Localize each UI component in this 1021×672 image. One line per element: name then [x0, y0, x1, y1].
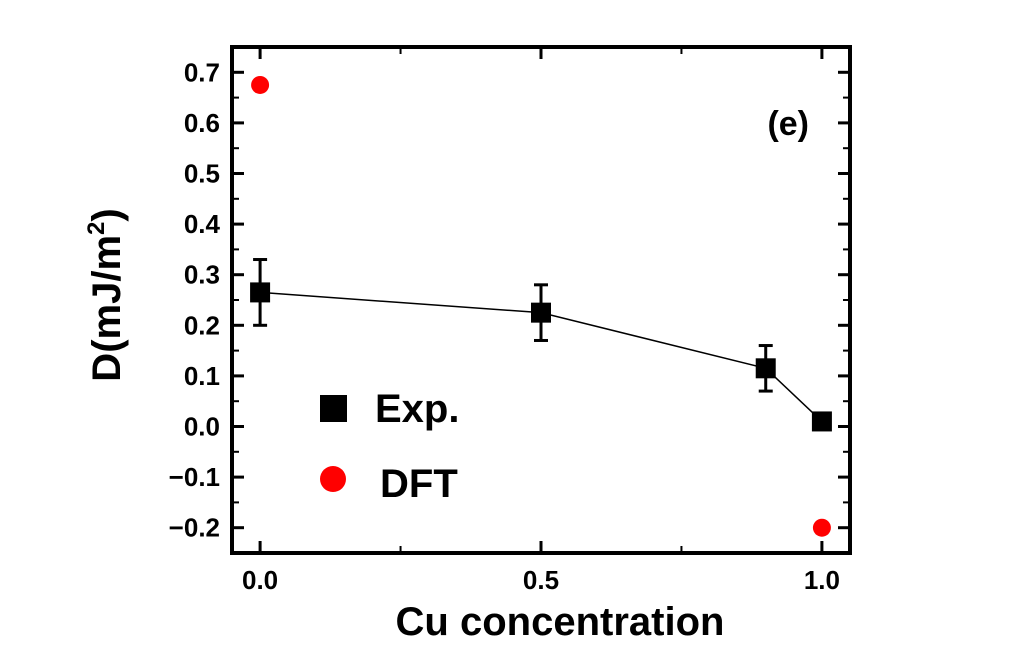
y-axis-title-sup: 2 — [83, 222, 110, 235]
exp-line — [260, 291, 823, 422]
exp-point — [755, 358, 776, 379]
x-tick-label: 0.0 — [242, 565, 278, 595]
exp-point — [531, 302, 551, 323]
x-axis-title: Cu concentration — [396, 600, 725, 644]
y-axis-title: D(mJ/m2) — [83, 208, 129, 381]
panel-label: (e) — [767, 105, 809, 143]
y-tick-label: 0.7 — [184, 57, 220, 87]
x-tick-label: 1.0 — [804, 565, 840, 595]
y-tick-label: 0.3 — [184, 260, 220, 290]
exp-point — [250, 282, 271, 303]
y-tick-label: 0.5 — [184, 159, 220, 189]
y-tick-label: 0.2 — [184, 310, 220, 340]
data-marks — [250, 75, 832, 537]
legend-dft-marker — [320, 466, 346, 492]
y-tick-label: −0.1 — [169, 462, 220, 492]
y-axis-title-tail: ) — [85, 208, 129, 221]
y-tick-label: 0.6 — [184, 108, 220, 138]
legend-exp-label: Exp. — [375, 387, 459, 431]
legend-exp-marker — [320, 395, 347, 422]
y-tick-label: 0.0 — [184, 412, 220, 442]
dft-point — [251, 75, 270, 94]
y-tick-label: 0.4 — [184, 209, 221, 239]
plot-frame — [230, 45, 852, 555]
exp-point — [811, 411, 832, 432]
y-tick-label: 0.1 — [184, 361, 220, 391]
legend-dft-label: DFT — [380, 462, 458, 506]
y-axis-ticks: 0.7 0.6 0.5 0.4 0.3 0.2 0.1 0.0 −0.1 −0.2 — [169, 57, 850, 543]
legend: Exp. DFT — [320, 387, 459, 506]
y-tick-label: −0.2 — [169, 513, 220, 543]
x-tick-label: 0.5 — [523, 565, 559, 595]
dft-point — [812, 518, 831, 537]
y-axis-title-main: D(mJ/m — [85, 235, 129, 382]
